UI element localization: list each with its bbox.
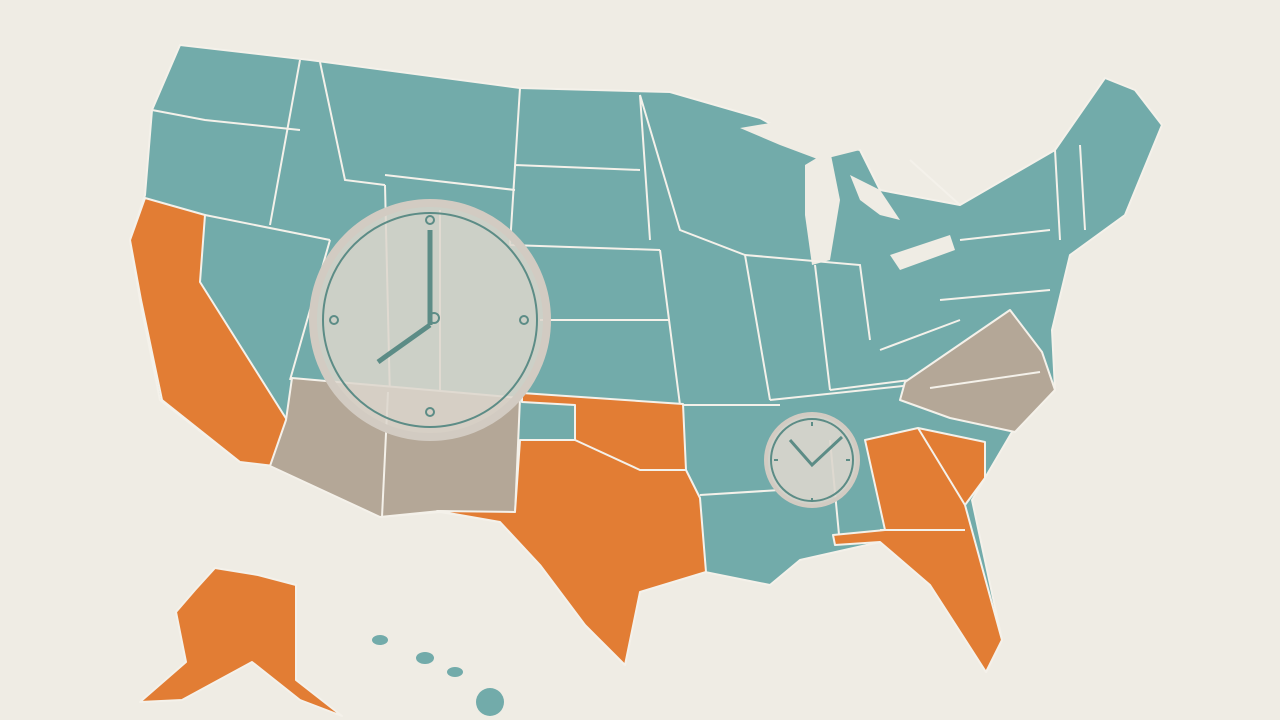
small-clock-icon: [764, 412, 860, 508]
large-clock-icon: [309, 199, 551, 441]
alaska: [139, 567, 343, 717]
great-lakes: [740, 118, 955, 270]
hawaii: [372, 635, 504, 716]
region-orange-west: [129, 197, 288, 467]
region-beige-east: [899, 309, 1056, 433]
region-orange-south-central: [436, 392, 707, 666]
region-orange-southeast: [832, 427, 1003, 673]
